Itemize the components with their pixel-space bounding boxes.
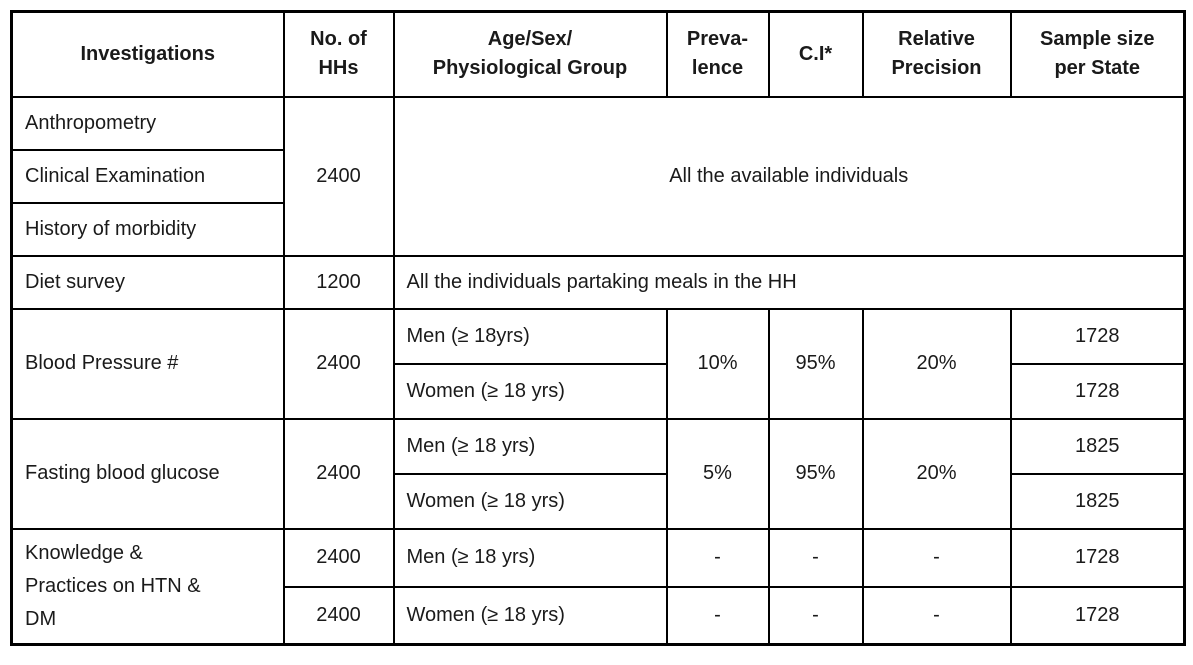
cell-sample-knowledge-women: 1728 [1009, 585, 1186, 646]
cell-group-fbg-men: Men (≥ 18 yrs) [392, 417, 668, 475]
cell-prevalence-bp: 10% [665, 307, 770, 420]
col-header-ci: C.I* [767, 10, 864, 98]
cell-group-all-available: All the available individuals [392, 95, 1186, 257]
cell-sample-bp-men: 1728 [1009, 307, 1186, 365]
cell-hhs-knowledge-women: 2400 [282, 585, 395, 646]
cell-ci-bp: 95% [767, 307, 864, 420]
table-row-anthropometry: Anthropometry 2400 All the available ind… [10, 95, 1186, 257]
cell-hhs-diet-survey: 1200 [282, 254, 395, 310]
cell-group-bp-women: Women (≥ 18 yrs) [392, 362, 668, 420]
table-row-clinical-examination: Clinical Examination [10, 148, 1185, 204]
cell-investigation-blood-pressure: Blood Pressure # [10, 307, 285, 420]
cell-group-partaking-meals: All the individuals partaking meals in t… [392, 254, 1186, 310]
table-row-fasting-glucose-women: Women (≥ 18 yrs) 1825 [12, 472, 1186, 530]
table-row-knowledge-men: Knowledge & Practices on HTN & DM 2400 M… [10, 527, 1186, 646]
cell-sample-knowledge-men: 1728 [1009, 527, 1186, 588]
table-row-history-of-morbidity: History of morbidity [10, 201, 1185, 257]
cell-hhs-fasting-glucose: 2400 [282, 417, 395, 530]
sampling-design-table: Investigations No. of HHs Age/Sex/ Physi… [10, 10, 1186, 646]
cell-hhs-census-group: 2400 [282, 95, 395, 257]
cell-ci-fbg: 95% [767, 417, 864, 530]
cell-group-fbg-women: Women (≥ 18 yrs) [392, 472, 668, 530]
cell-investigation-fasting-glucose: Fasting blood glucose [10, 417, 285, 530]
cell-investigation-clinical-examination: Clinical Examination [10, 148, 285, 204]
col-header-age-sex-group: Age/Sex/ Physiological Group [392, 10, 668, 98]
cell-sample-fbg-men: 1825 [1009, 417, 1186, 475]
col-header-sample-size: Sample size per State [1009, 10, 1186, 98]
cell-relative-precision-fbg: 20% [861, 417, 1012, 530]
cell-prevalence-knowledge-women: - [665, 585, 770, 646]
table-row-blood-pressure-men: Blood Pressure # 2400 Men (≥ 18yrs) 10% … [10, 307, 1186, 420]
cell-sample-fbg-women: 1825 [1009, 472, 1186, 530]
cell-ci-knowledge-women: - [767, 585, 864, 646]
cell-group-knowledge-men: Men (≥ 18 yrs) [392, 527, 668, 588]
cell-investigation-diet-survey: Diet survey [10, 254, 285, 310]
cell-relative-precision-knowledge-women: - [861, 585, 1012, 646]
cell-prevalence-fbg: 5% [665, 417, 770, 530]
cell-investigation-history-of-morbidity: History of morbidity [10, 201, 285, 257]
cell-investigation-knowledge-practices: Knowledge & Practices on HTN & DM [10, 527, 285, 646]
cell-sample-bp-women: 1728 [1009, 362, 1186, 420]
cell-relative-precision-bp: 20% [861, 307, 1012, 420]
cell-investigation-anthropometry: Anthropometry [10, 95, 285, 151]
cell-hhs-knowledge-men: 2400 [282, 527, 395, 588]
table-row-knowledge-women: 2400 Women (≥ 18 yrs) - - - 1728 [12, 585, 1186, 646]
col-header-investigations: Investigations [10, 10, 285, 98]
cell-prevalence-knowledge-men: - [665, 527, 770, 588]
col-header-prevalence: Preva- lence [665, 10, 770, 98]
header-row: Investigations No. of HHs Age/Sex/ Physi… [10, 10, 1186, 98]
cell-group-knowledge-women: Women (≥ 18 yrs) [392, 585, 668, 646]
col-header-relative-precision: Relative Precision [861, 10, 1012, 98]
table-row-diet-survey: Diet survey 1200 All the individuals par… [10, 254, 1186, 310]
cell-group-bp-men: Men (≥ 18yrs) [392, 307, 668, 365]
cell-ci-knowledge-men: - [767, 527, 864, 588]
col-header-no-of-hhs: No. of HHs [282, 10, 395, 98]
cell-relative-precision-knowledge-men: - [861, 527, 1012, 588]
table-row-blood-pressure-women: Women (≥ 18 yrs) 1728 [12, 362, 1186, 420]
table-row-fasting-glucose-men: Fasting blood glucose 2400 Men (≥ 18 yrs… [10, 417, 1186, 530]
cell-hhs-blood-pressure: 2400 [282, 307, 395, 420]
